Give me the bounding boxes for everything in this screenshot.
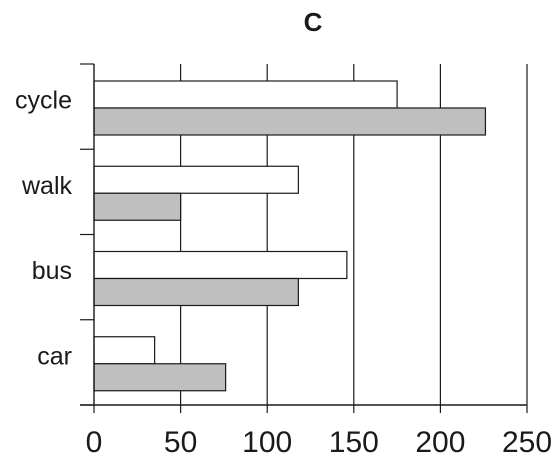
x-tick-label-150: 150 bbox=[329, 426, 379, 459]
x-tick-label-50: 50 bbox=[164, 426, 197, 459]
bar-bus-series-1 bbox=[93, 250, 348, 280]
bar-car-series-1 bbox=[93, 336, 156, 365]
axes bbox=[80, 63, 528, 413]
bar-bus-series-2 bbox=[93, 277, 299, 307]
x-tick-label-0: 0 bbox=[86, 426, 103, 459]
bar-walk-series-2 bbox=[93, 192, 182, 221]
y-category-label-walk: walk bbox=[21, 172, 73, 200]
bar-cycle-series-1 bbox=[93, 80, 398, 109]
x-tick-label-200: 200 bbox=[415, 426, 465, 459]
bar-car-series-2 bbox=[93, 363, 227, 392]
y-category-label-cycle: cycle bbox=[15, 87, 72, 115]
x-tick-label-100: 100 bbox=[242, 426, 292, 459]
bar-cycle-series-2 bbox=[93, 107, 487, 136]
labels: 0 50 100 150 200 250 cycle walk bus car bbox=[15, 87, 552, 459]
x-tick-label-250: 250 bbox=[502, 426, 552, 459]
bars bbox=[93, 80, 487, 392]
chart-title: C bbox=[304, 7, 323, 37]
bar-walk-series-1 bbox=[93, 165, 299, 194]
y-category-label-car: car bbox=[37, 342, 72, 370]
y-category-label-bus: bus bbox=[32, 257, 72, 285]
